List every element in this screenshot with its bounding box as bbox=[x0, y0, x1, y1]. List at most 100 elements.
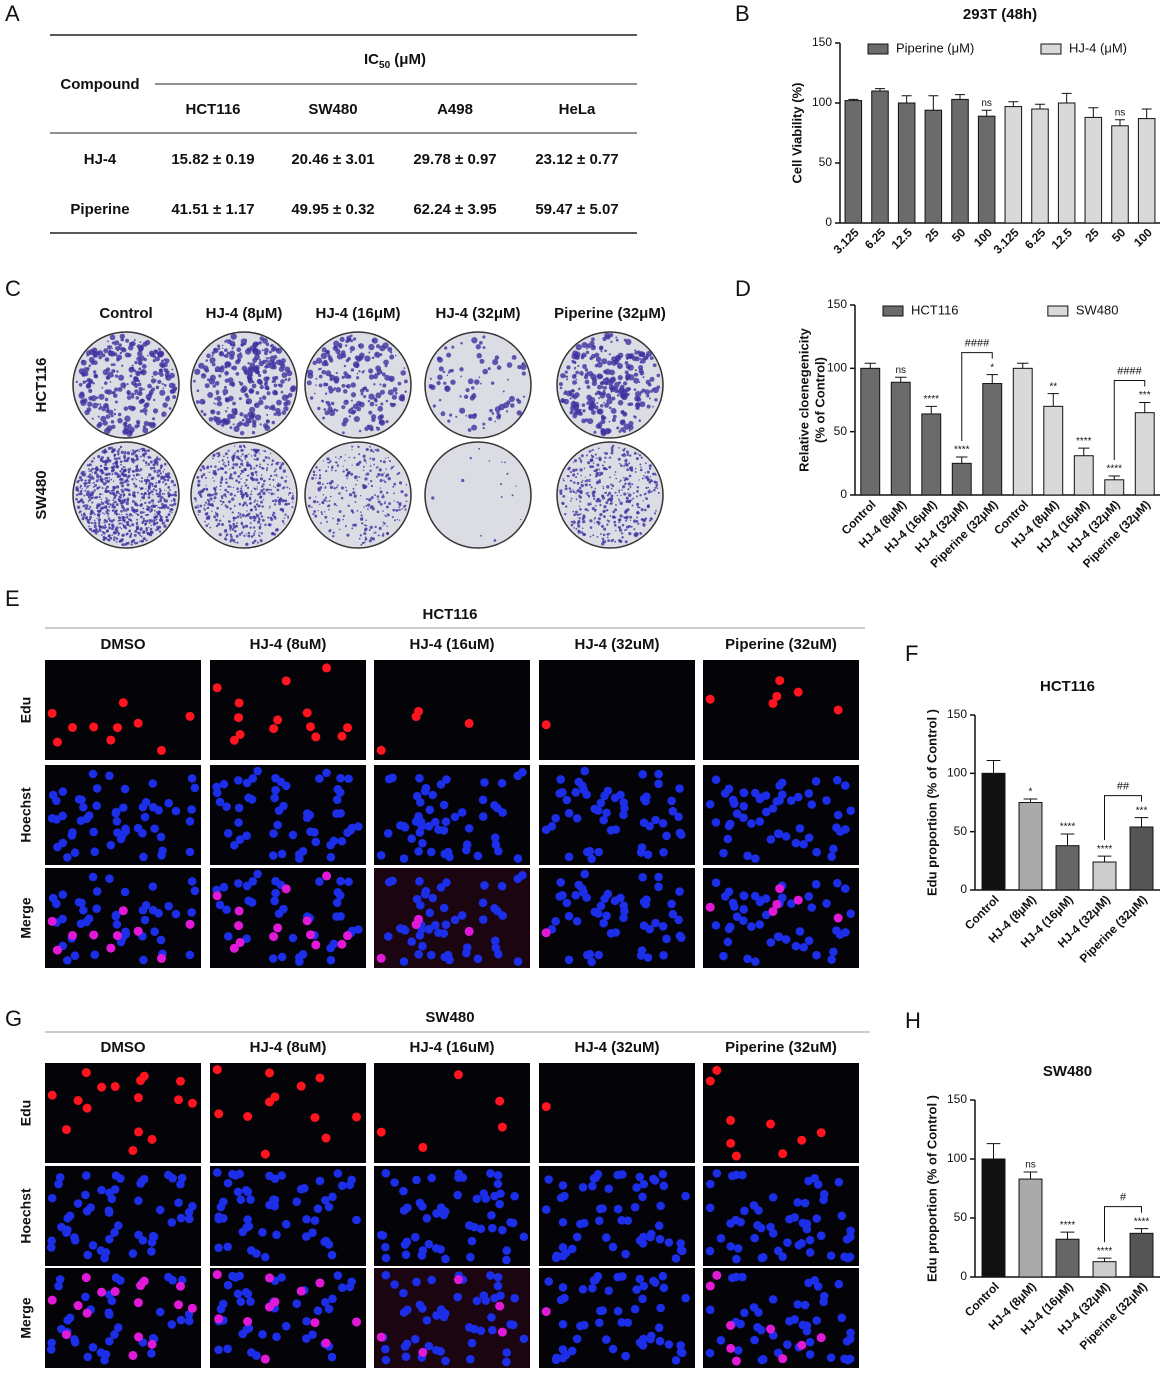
colony bbox=[606, 485, 610, 489]
colony bbox=[159, 515, 162, 517]
nucleus bbox=[675, 931, 685, 941]
nucleus bbox=[819, 1291, 829, 1301]
colony bbox=[152, 354, 157, 359]
colony bbox=[353, 494, 357, 498]
edu-nucleus bbox=[311, 732, 321, 742]
nucleus bbox=[212, 782, 221, 792]
colony bbox=[355, 484, 357, 486]
colony bbox=[219, 489, 222, 491]
colony bbox=[241, 513, 245, 517]
colony bbox=[368, 351, 371, 354]
colony bbox=[248, 453, 250, 455]
edu-nucleus bbox=[269, 724, 279, 734]
colony bbox=[386, 513, 390, 517]
colony bbox=[392, 402, 396, 407]
nucleus bbox=[786, 796, 796, 805]
colony bbox=[229, 540, 232, 543]
colony bbox=[169, 372, 175, 379]
error-bar bbox=[1047, 393, 1059, 407]
colony bbox=[405, 500, 408, 503]
colony bbox=[152, 417, 156, 421]
table-cell: 20.46 ± 3.01 bbox=[291, 151, 374, 168]
colony bbox=[288, 488, 291, 490]
colony bbox=[96, 517, 98, 520]
colony bbox=[209, 526, 212, 529]
colony bbox=[370, 484, 374, 488]
colony bbox=[102, 512, 104, 514]
colony bbox=[232, 423, 235, 426]
colony bbox=[276, 356, 278, 359]
colony bbox=[120, 527, 123, 530]
colony bbox=[249, 501, 252, 504]
colony bbox=[273, 493, 275, 495]
colony bbox=[209, 497, 213, 501]
colony bbox=[250, 535, 254, 538]
colony bbox=[605, 468, 608, 471]
colony bbox=[165, 515, 169, 519]
colony bbox=[324, 515, 328, 519]
nucleus bbox=[234, 879, 243, 888]
colony bbox=[390, 466, 394, 469]
colony bbox=[374, 531, 377, 534]
colony bbox=[642, 376, 645, 379]
colony bbox=[624, 516, 628, 520]
colony bbox=[88, 470, 91, 473]
table-row-label: Piperine bbox=[70, 201, 129, 218]
colony bbox=[236, 422, 242, 428]
colony bbox=[334, 461, 337, 463]
colony bbox=[162, 504, 165, 507]
colony bbox=[341, 375, 345, 379]
colony bbox=[636, 516, 639, 519]
colony bbox=[101, 506, 105, 510]
nucleus bbox=[654, 1323, 664, 1333]
nucleus bbox=[705, 1348, 715, 1358]
colony bbox=[217, 522, 221, 526]
colony bbox=[573, 459, 578, 463]
colony bbox=[134, 449, 138, 453]
colony bbox=[655, 483, 659, 487]
colony bbox=[429, 377, 432, 380]
colony bbox=[617, 399, 624, 406]
nucleus bbox=[185, 950, 195, 960]
nucleus bbox=[187, 908, 196, 917]
colony bbox=[351, 527, 354, 530]
colony bbox=[603, 505, 607, 509]
colony bbox=[123, 456, 125, 458]
colony bbox=[142, 448, 146, 452]
colony bbox=[267, 516, 270, 519]
colony bbox=[110, 469, 115, 473]
colony bbox=[158, 469, 161, 473]
colony bbox=[450, 379, 456, 385]
colony bbox=[258, 465, 261, 468]
colony bbox=[604, 427, 611, 435]
colony bbox=[152, 522, 156, 526]
colony bbox=[197, 509, 201, 514]
nucleus bbox=[268, 954, 278, 963]
colony bbox=[253, 516, 257, 520]
nucleus bbox=[572, 813, 582, 823]
y-tick-label: 0 bbox=[960, 882, 967, 896]
edu-nucleus bbox=[118, 698, 128, 708]
colony bbox=[624, 519, 628, 522]
nucleus bbox=[725, 819, 735, 829]
colony bbox=[379, 383, 382, 386]
nucleus bbox=[651, 815, 660, 825]
colony bbox=[159, 362, 165, 368]
colony bbox=[346, 383, 351, 389]
table-header: IC50 (μM) bbox=[364, 51, 426, 71]
colony bbox=[601, 414, 605, 418]
colony bbox=[608, 465, 612, 469]
colony bbox=[123, 406, 129, 411]
colony bbox=[198, 493, 202, 497]
colony bbox=[155, 481, 158, 484]
colony bbox=[113, 536, 116, 539]
micrograph bbox=[45, 660, 201, 760]
colony bbox=[467, 378, 474, 385]
colony bbox=[254, 508, 258, 511]
colony bbox=[244, 491, 247, 495]
colony bbox=[108, 349, 112, 353]
colony bbox=[115, 503, 119, 506]
colony bbox=[142, 507, 145, 510]
colony bbox=[331, 469, 333, 472]
nucleus bbox=[308, 1228, 317, 1237]
